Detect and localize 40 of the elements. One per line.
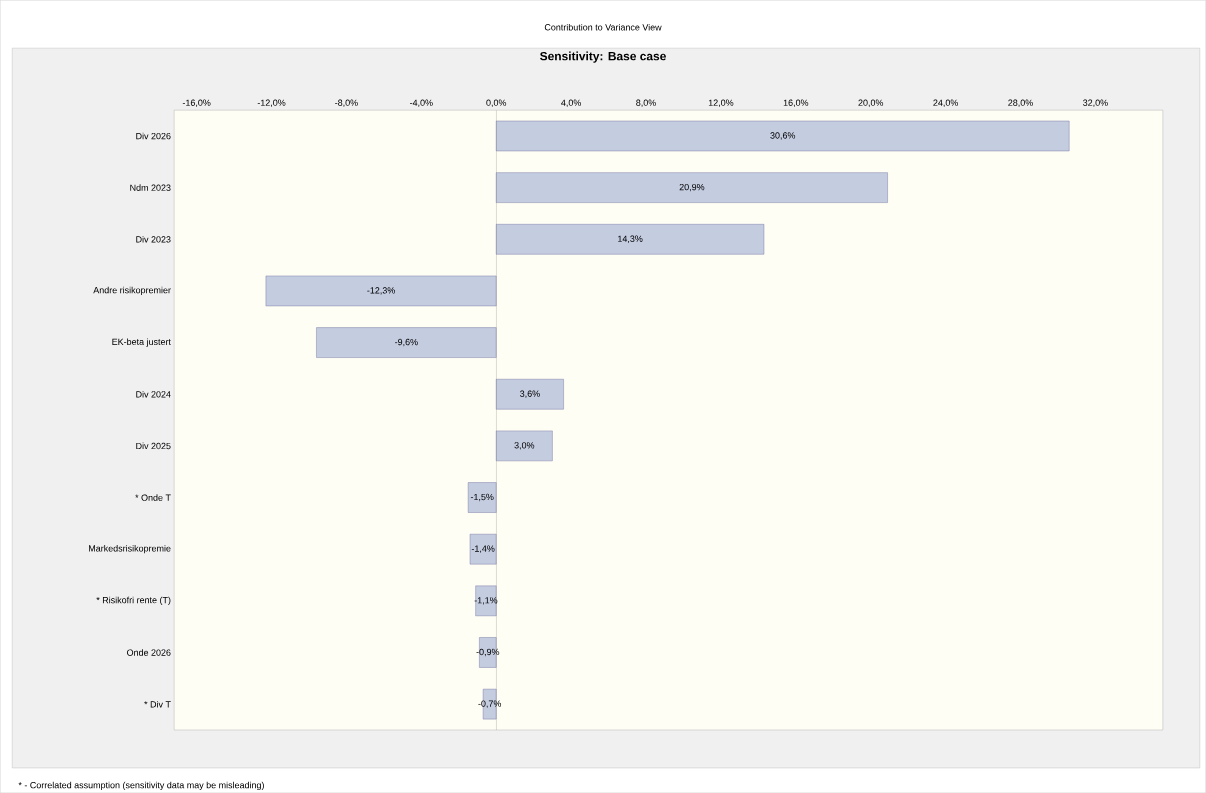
y-tick-label: Div 2023: [136, 235, 171, 243]
text: * - Correlated assumption (sensitivity data may be misleading): [18, 781, 264, 791]
x-tick-label: 28,0%: [1008, 99, 1033, 107]
data-label: 3,0%: [514, 442, 535, 450]
data-label: -1,5%: [470, 493, 494, 502]
y-tick-label: * Onde T: [135, 494, 171, 501]
x-tick-label: 8,0%: [636, 99, 656, 107]
data-label: -12,3%: [367, 287, 395, 295]
x-tick-label: -8,0%: [335, 99, 358, 107]
data-label: 3,6%: [520, 390, 540, 398]
x-tick-label: 0,0%: [486, 99, 507, 107]
y-tick-label: Markedsrisikopremie: [89, 544, 171, 554]
data-label: -1,1%: [474, 597, 498, 605]
data-label: -9,6%: [395, 338, 418, 347]
x-tick-label: 24,0%: [933, 99, 959, 107]
y-tick-label: * Risikofri rente (T): [96, 596, 171, 605]
x-tick-label: 32,0%: [1083, 99, 1108, 107]
y-tick-label: * Div T: [144, 700, 171, 708]
data-label: 14,3%: [618, 235, 643, 243]
y-tick-label: Div 2026: [136, 132, 171, 140]
x-tick-label: 12,0%: [708, 99, 734, 107]
x-tick-label: -16,0%: [182, 99, 211, 107]
chart-subtitle: Sensitivity: Base case: [540, 51, 666, 63]
data-label: -1,4%: [471, 545, 495, 553]
data-label: -0,7%: [478, 700, 502, 708]
y-tick-label: EK-beta justert: [112, 338, 171, 347]
data-label: 30,6%: [770, 132, 796, 140]
x-tick-label: 20,0%: [858, 99, 884, 107]
data-label: -0,9%: [476, 648, 500, 657]
y-tick-label: Div 2024: [136, 390, 171, 398]
x-tick-label: -12,0%: [257, 99, 286, 107]
x-tick-label: -4,0%: [410, 99, 433, 107]
y-tick-label: Andre risikopremier: [93, 286, 171, 296]
data-label: 20,9%: [679, 183, 705, 192]
y-tick-label: Ndm 2023: [130, 184, 171, 191]
y-tick-label: Onde 2026: [127, 649, 171, 656]
x-tick-label: 16,0%: [783, 99, 809, 107]
x-tick-label: 4,0%: [561, 99, 582, 107]
chart-title: Contribution to Variance View: [544, 23, 662, 31]
y-tick-label: Div 2025: [136, 442, 171, 450]
